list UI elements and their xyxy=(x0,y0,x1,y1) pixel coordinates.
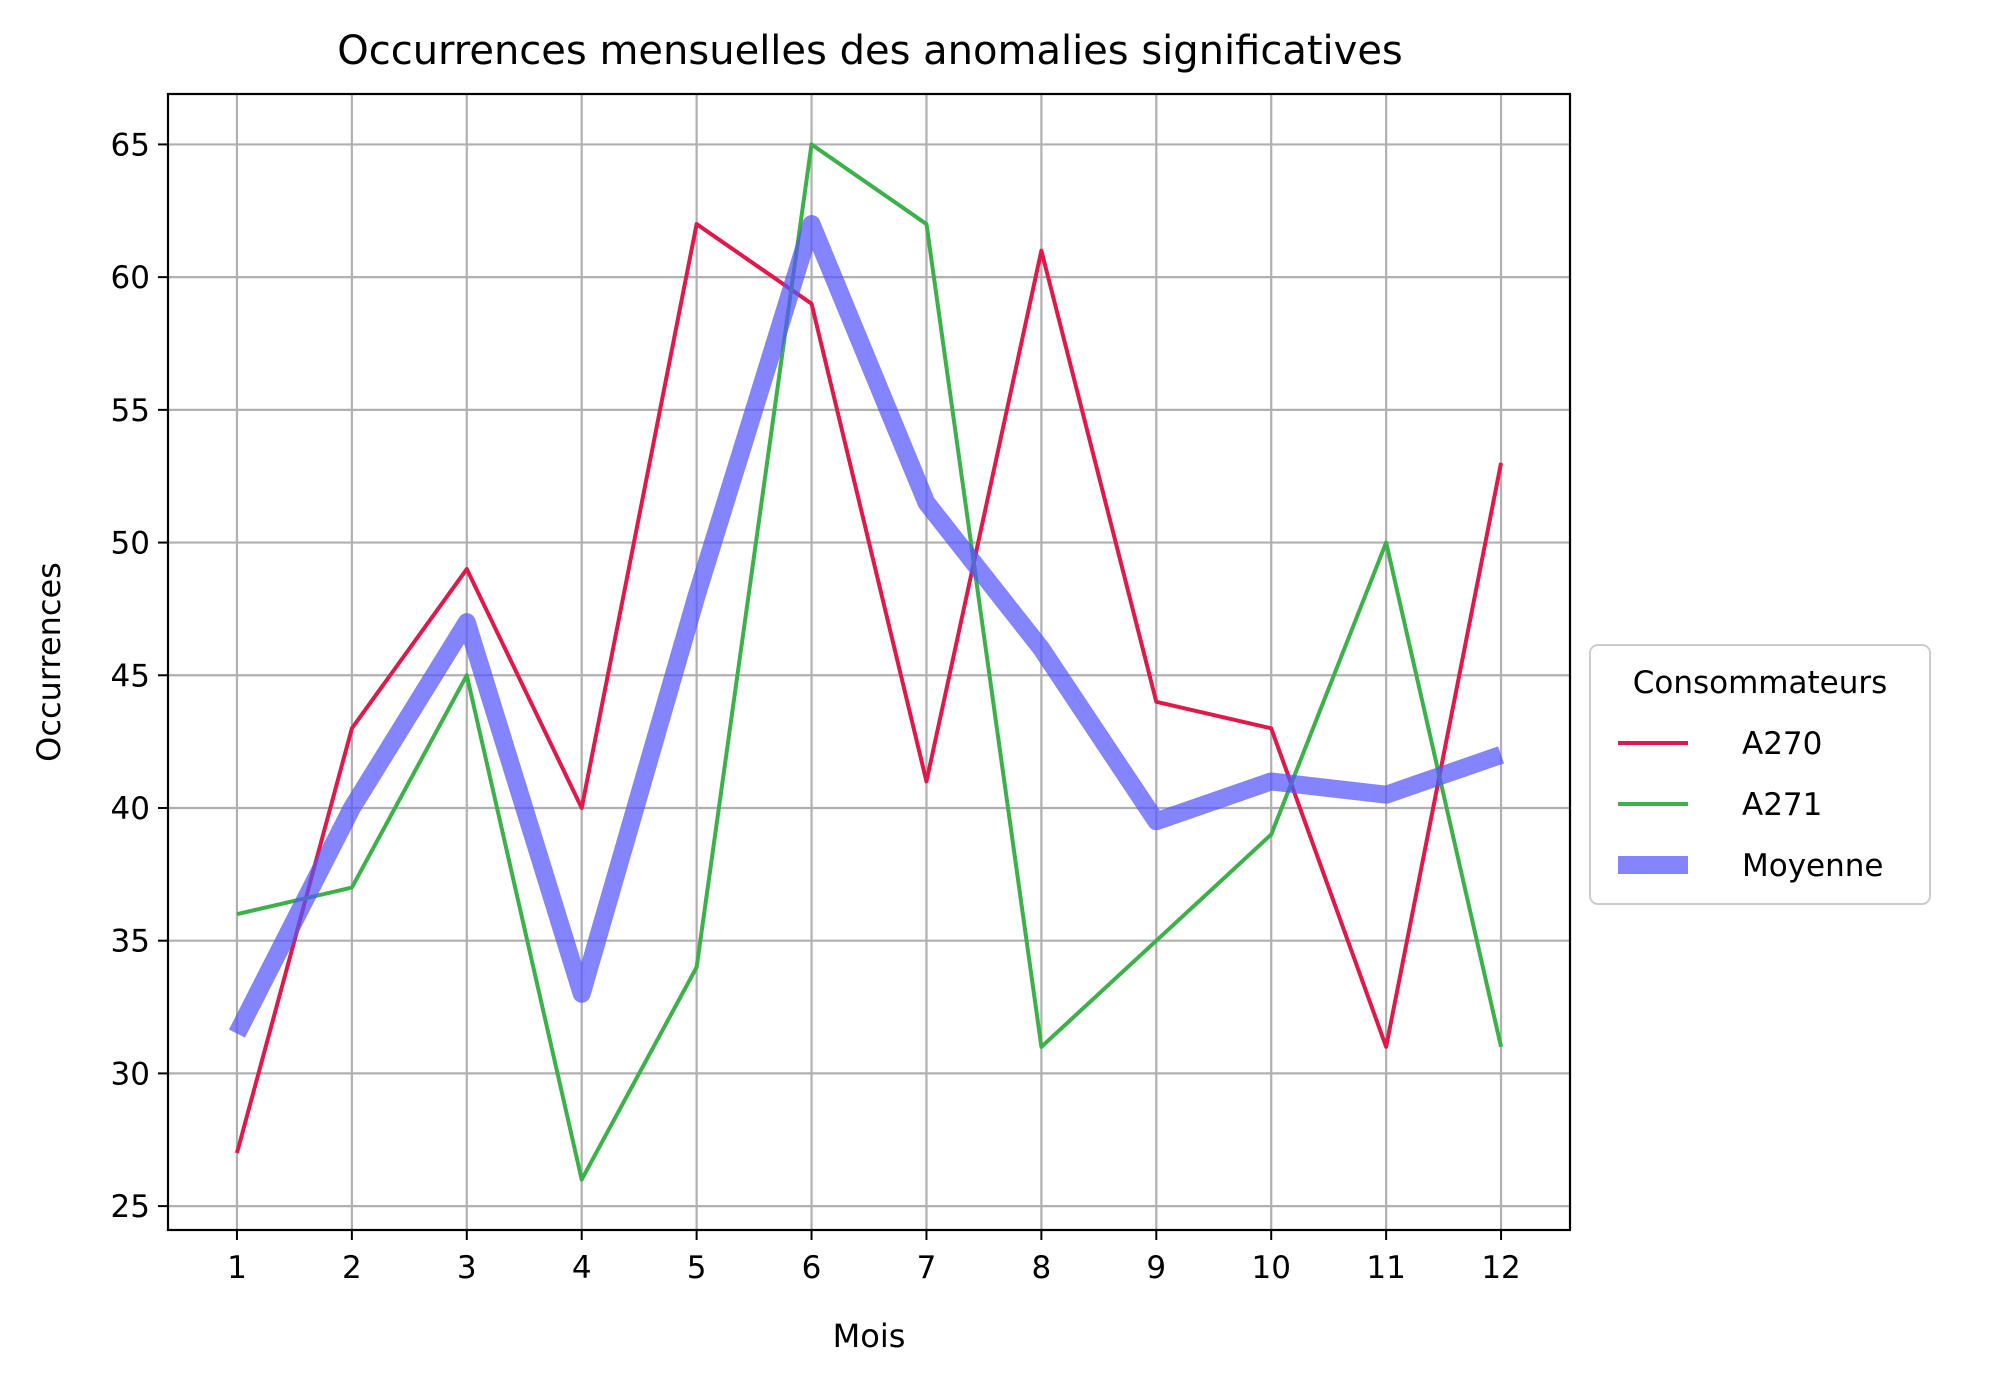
x-tick-label: 6 xyxy=(802,1250,822,1286)
y-tick-label: 45 xyxy=(111,658,150,694)
legend-label: Moyenne xyxy=(1742,848,1884,884)
x-tick-label: 10 xyxy=(1251,1250,1290,1286)
chart-title: Occurrences mensuelles des anomalies sig… xyxy=(337,28,1403,74)
y-tick-label: 25 xyxy=(111,1189,150,1225)
y-tick-label: 60 xyxy=(111,260,150,296)
x-tick-label: 12 xyxy=(1481,1250,1520,1286)
legend-entries: A270 A271 Moyenne xyxy=(1618,726,1884,884)
legend-label: A271 xyxy=(1742,787,1822,823)
legend-title: Consommateurs xyxy=(1633,665,1888,701)
legend: Consommateurs A270 A271 Moyenne xyxy=(1589,644,1931,905)
y-axis: 25 30 35 40 45 50 55 60 65 xyxy=(111,127,168,1225)
y-tick-label: 65 xyxy=(111,127,150,163)
y-tick-label: 40 xyxy=(111,791,150,827)
plot-frame xyxy=(166,92,1572,1232)
y-tick-label: 55 xyxy=(111,393,150,429)
y-tick-label: 30 xyxy=(111,1056,150,1092)
x-tick-label: 4 xyxy=(572,1250,592,1286)
x-tick-label: 2 xyxy=(342,1250,362,1286)
x-tick-label: 5 xyxy=(687,1250,707,1286)
y-axis-label: Occurrences xyxy=(30,562,68,762)
legend-box xyxy=(1589,644,1931,905)
x-axis-label: Mois xyxy=(833,1317,906,1355)
x-tick-label: 11 xyxy=(1366,1250,1405,1286)
series-layer xyxy=(228,142,1504,1182)
x-tick-label: 3 xyxy=(457,1250,477,1286)
x-tick-label: 1 xyxy=(227,1250,247,1286)
x-tick-label: 8 xyxy=(1032,1250,1052,1286)
y-tick-label: 50 xyxy=(111,526,150,562)
series-line-moyenne xyxy=(228,215,1504,1038)
x-tick-label: 7 xyxy=(917,1250,937,1286)
x-tick-label: 9 xyxy=(1146,1250,1166,1286)
legend-label: A270 xyxy=(1742,726,1822,762)
x-axis: 1 2 3 4 5 6 7 8 9 10 11 12 xyxy=(227,1230,1521,1286)
y-tick-label: 35 xyxy=(111,924,150,960)
